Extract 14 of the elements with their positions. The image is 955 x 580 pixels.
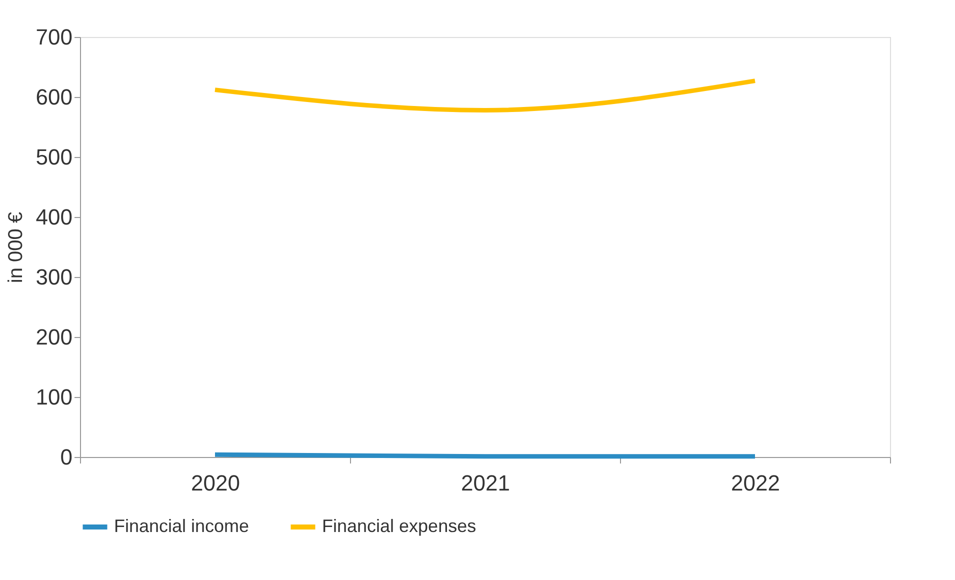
y-tick-label: 600 <box>36 84 72 110</box>
y-axis-title: in 000 € <box>4 212 27 284</box>
y-tick-label: 300 <box>36 264 72 290</box>
y-tick-label: 0 <box>60 444 72 470</box>
legend-label: Financial income <box>114 516 250 536</box>
x-tick-label: 2022 <box>731 470 780 496</box>
y-tick-label: 400 <box>36 204 72 230</box>
y-tick-label: 500 <box>36 144 72 170</box>
x-tick-label: 2021 <box>461 470 510 496</box>
legend-label: Financial expenses <box>322 516 476 536</box>
x-tick-label: 2020 <box>191 470 240 496</box>
y-tick-label: 200 <box>36 324 72 350</box>
y-tick-label: 100 <box>36 384 72 410</box>
y-tick-label: 700 <box>36 24 72 50</box>
